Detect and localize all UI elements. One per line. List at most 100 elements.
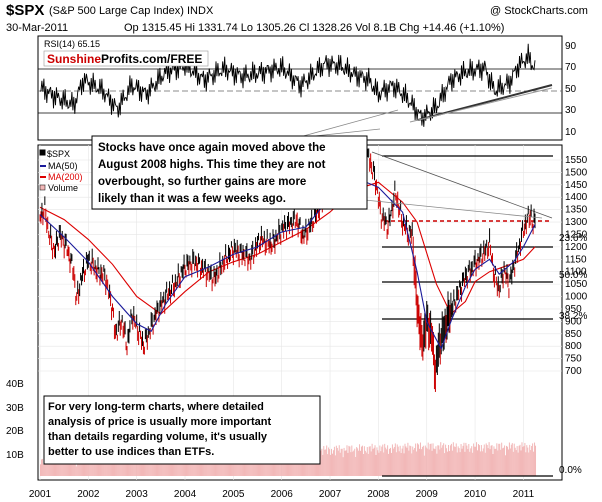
volume-bar bbox=[345, 450, 347, 476]
y-tick-label: 1200 bbox=[565, 242, 588, 253]
y-tick-label: 1500 bbox=[565, 167, 588, 178]
volume-bar bbox=[424, 445, 426, 476]
volume-bar bbox=[436, 453, 438, 476]
volume-bar bbox=[456, 452, 458, 476]
volume-bar bbox=[439, 449, 441, 476]
volume-bar bbox=[42, 464, 44, 476]
volume-bar bbox=[440, 442, 442, 476]
volume-bar bbox=[61, 456, 63, 476]
y-tick-label: 1250 bbox=[565, 229, 588, 240]
volume-bar bbox=[360, 450, 362, 476]
volume-bar bbox=[202, 457, 204, 476]
volume-bar bbox=[505, 455, 507, 476]
volume-bar bbox=[458, 448, 460, 476]
volume-bar bbox=[73, 457, 75, 476]
chart-legend: $SPX MA(50) MA(200) Volume bbox=[39, 149, 83, 193]
volume-bar bbox=[70, 459, 72, 476]
volume-bar bbox=[286, 457, 288, 476]
volume-bar bbox=[332, 450, 334, 476]
volume-bar bbox=[81, 454, 83, 476]
volume-bar bbox=[57, 457, 59, 476]
volume-bar bbox=[138, 453, 140, 476]
trendline-upper bbox=[371, 151, 553, 219]
volume-bar bbox=[513, 443, 515, 476]
volume-bar bbox=[60, 461, 62, 476]
volume-bar bbox=[320, 450, 322, 476]
y-tick-label: 850 bbox=[565, 329, 582, 340]
volume-bar bbox=[102, 454, 104, 476]
volume-bar bbox=[284, 454, 286, 476]
volume-bar bbox=[488, 442, 490, 476]
volume-bar bbox=[357, 448, 359, 476]
chart-index-name: (S&P 500 Large Cap Index) INDX bbox=[49, 5, 214, 17]
volume-bar bbox=[87, 456, 89, 476]
volume-bar bbox=[394, 443, 396, 476]
volume-bar bbox=[220, 455, 222, 476]
volume-bar bbox=[528, 452, 530, 476]
volume-bar bbox=[441, 447, 443, 476]
volume-bar bbox=[99, 455, 101, 476]
volume-bar bbox=[344, 450, 346, 476]
volume-bar bbox=[91, 460, 93, 476]
volume-bar bbox=[168, 453, 170, 476]
volume-bar bbox=[430, 443, 432, 476]
volume-tick-label: 20B bbox=[6, 426, 24, 437]
annotation-bottom-line-2: analysis of price is usually more import… bbox=[48, 416, 271, 428]
volume-bar bbox=[455, 443, 457, 476]
volume-bar bbox=[496, 443, 498, 476]
volume-bar bbox=[425, 447, 427, 476]
volume-bar bbox=[77, 458, 79, 476]
rsi-tick-label: 50 bbox=[565, 84, 577, 95]
volume-bar bbox=[535, 445, 537, 476]
volume-bar bbox=[413, 449, 415, 476]
volume-bar bbox=[358, 450, 360, 476]
volume-bar bbox=[217, 458, 219, 476]
volume-bar bbox=[123, 455, 125, 476]
volume-bar bbox=[386, 449, 388, 476]
volume-bar bbox=[411, 453, 413, 476]
volume-bar bbox=[62, 456, 64, 476]
volume-bar bbox=[253, 457, 255, 476]
volume-bar bbox=[387, 445, 389, 476]
volume-bar bbox=[504, 445, 506, 476]
volume-bar bbox=[380, 451, 382, 476]
volume-bar bbox=[341, 448, 343, 476]
volume-bar bbox=[467, 449, 469, 476]
volume-bar bbox=[443, 443, 445, 476]
volume-bar bbox=[114, 455, 116, 476]
volume-bar bbox=[191, 454, 193, 476]
annotation-bottom-line-4: better to use indices than ETFs. bbox=[48, 446, 214, 458]
rsi-line bbox=[39, 43, 536, 127]
volume-bar bbox=[45, 457, 47, 476]
volume-bar bbox=[108, 461, 110, 476]
volume-bar bbox=[40, 459, 42, 476]
volume-bar bbox=[482, 448, 484, 476]
volume-bar bbox=[89, 456, 91, 476]
volume-bar bbox=[314, 455, 316, 476]
x-tick-label: 2007 bbox=[319, 489, 342, 500]
volume-bar bbox=[356, 447, 358, 476]
volume-tick-label: 10B bbox=[6, 450, 24, 461]
x-tick-label: 2009 bbox=[416, 489, 439, 500]
volume-bar bbox=[68, 462, 70, 476]
annotation-top-line-2: August 2008 highs. This time they are no… bbox=[98, 159, 326, 171]
volume-bar bbox=[245, 457, 247, 476]
watermark-black: Profits.com/FREE bbox=[101, 52, 202, 66]
y-tick-label: 950 bbox=[565, 304, 582, 315]
volume-bar bbox=[203, 455, 205, 476]
volume-bar bbox=[372, 448, 374, 476]
volume-bar bbox=[48, 455, 50, 476]
volume-bar bbox=[44, 459, 46, 476]
volume-bar bbox=[410, 446, 412, 476]
volume-bar bbox=[93, 457, 95, 476]
y-tick-label: 900 bbox=[565, 316, 582, 327]
volume-bar bbox=[511, 443, 513, 476]
volume-bar bbox=[477, 450, 479, 476]
volume-bar bbox=[327, 454, 329, 476]
volume-bar bbox=[154, 456, 156, 476]
y-tick-label: 1400 bbox=[565, 192, 588, 203]
volume-bar bbox=[519, 444, 521, 476]
volume-tick-label: 40B bbox=[6, 379, 24, 390]
volume-bar bbox=[464, 451, 466, 476]
volume-bar bbox=[415, 443, 417, 476]
